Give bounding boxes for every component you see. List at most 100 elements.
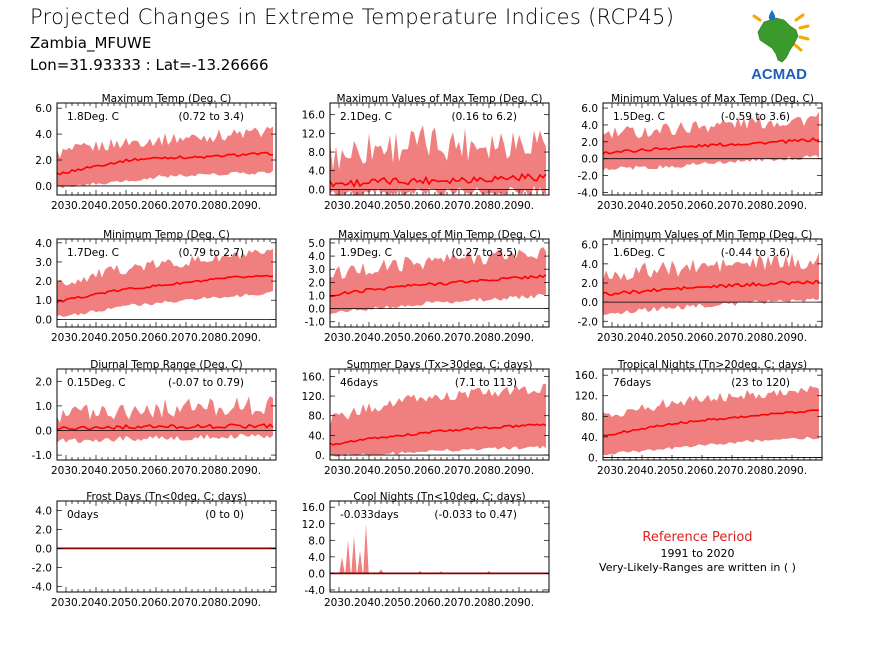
x-tick-label: 2080.: [201, 200, 231, 212]
stat-label: 76days: [613, 377, 651, 389]
range-band: [603, 385, 819, 456]
x-tick-label: 2080.: [474, 200, 504, 212]
chart-panel: 2030. 2040. 2050. 2060. 2070. 2080. 2090. -4.0 -…: [578, 93, 823, 212]
x-tick-label: 2080.: [201, 465, 231, 477]
plot-frame: [329, 238, 550, 328]
y-tick-label: 0.0: [308, 184, 325, 196]
x-tick-label: 2060.: [414, 200, 444, 212]
stat-label: 2.1Deg. C: [340, 111, 392, 123]
chart-title: Summer Days (Tx>30deg. C; days): [347, 359, 533, 371]
chart-panel: 2030. 2040. 2050. 2060. 2070. 2080. 2090. 0. 40.…: [302, 359, 550, 477]
stat-label: 1.6Deg. C: [613, 247, 665, 259]
spike-mark: [357, 550, 363, 574]
plot-frame: [329, 500, 550, 593]
y-tick-label: 6.0: [581, 103, 598, 115]
stat-label: -0.033days: [340, 509, 399, 521]
y-tick-label: 3.0: [308, 264, 325, 276]
y-tick-label: 2.0: [308, 277, 325, 289]
x-tick-label: 2050.: [111, 332, 141, 344]
x-tick-label: 2070.: [717, 465, 747, 477]
x-tick-label: 2030.: [597, 332, 627, 344]
x-tick-label: 2030.: [324, 465, 354, 477]
median-line: [602, 279, 820, 297]
y-tick-label: -1.0: [32, 450, 53, 462]
range-band: [603, 111, 819, 171]
plot-frame: [329, 102, 550, 196]
plot-frame: [56, 500, 277, 593]
chart-title: Tropical Nights (Tn>20deg. C; days): [617, 359, 807, 371]
y-tick-label: -4.0: [305, 585, 326, 597]
x-tick-label: 2060.: [414, 332, 444, 344]
x-tick-label: 2040.: [354, 465, 384, 477]
x-tick-label: 2030.: [51, 200, 81, 212]
range-label: (-0.59 to 3.6): [721, 111, 790, 123]
y-tick-label: 120.: [575, 391, 598, 403]
chart-panel: 2030. 2040. 2050. 2060. 2070. 2080. 2090. -1.00…: [305, 229, 550, 344]
stat-label: 1.5Deg. C: [613, 111, 665, 123]
median-line: [56, 423, 274, 431]
x-tick-label: 2080.: [474, 332, 504, 344]
range-band: [330, 383, 546, 457]
chart-panel: 2030. 2040. 2050. 2060. 2070. 2080. 2090. -4.0 -…: [32, 491, 277, 609]
median-line: [56, 274, 273, 304]
y-tick-label: 1.0: [35, 401, 52, 413]
x-tick-label: 2090.: [231, 597, 261, 609]
reference-legend: Reference Period 1991 to 2020 Very-Likel…: [590, 530, 805, 574]
median-line: [602, 409, 820, 437]
page-title: Projected Changes in Extreme Temperature…: [30, 5, 675, 29]
x-tick-label: 2060.: [687, 332, 717, 344]
chart-panel: 2030. 2040. 2050. 2060. 2070. 2080. 2090. 0.0 2.…: [35, 93, 277, 212]
stat-label: 1.8Deg. C: [67, 111, 119, 123]
x-tick-label: 2060.: [414, 597, 444, 609]
x-tick-label: 2070.: [171, 332, 201, 344]
x-tick-label: 2030.: [324, 597, 354, 609]
x-tick-label: 2080.: [747, 332, 777, 344]
x-tick-label: 2070.: [444, 465, 474, 477]
y-tick-label: 4.0: [308, 552, 325, 564]
reference-period-title: Reference Period: [642, 530, 753, 545]
chart-title: Minimum Temp (Deg. C): [103, 229, 230, 241]
x-tick-label: 2050.: [384, 332, 414, 344]
x-tick-label: 2040.: [627, 465, 657, 477]
y-tick-label: 4.0: [308, 251, 325, 263]
y-tick-label: -2.0: [578, 171, 599, 183]
y-tick-label: 2.0: [35, 524, 52, 536]
x-tick-label: 2040.: [81, 597, 111, 609]
y-tick-label: -2.0: [578, 316, 599, 328]
y-tick-label: 5.0: [308, 238, 325, 250]
chart-panel: 2030. 2040. 2050. 2060. 2070. 2080. 2090. -4.0 0…: [302, 491, 550, 609]
x-tick-label: 2030.: [597, 465, 627, 477]
median-line: [329, 172, 547, 189]
chart-title: Cool Nights (Tn<10deg. C; days): [353, 491, 525, 503]
range-band: [57, 396, 273, 443]
y-tick-label: -2.0: [32, 562, 53, 574]
spike-mark: [345, 540, 351, 574]
y-tick-label: 4.0: [581, 259, 598, 271]
acmad-logo: ACMAD: [738, 8, 820, 84]
y-tick-label: 16.0: [302, 110, 325, 122]
x-tick-label: 2090.: [231, 332, 261, 344]
x-tick-label: 2080.: [747, 200, 777, 212]
y-tick-label: 0.0: [35, 543, 52, 555]
x-tick-label: 2090.: [231, 465, 261, 477]
x-tick-label: 2080.: [201, 332, 231, 344]
x-tick-label: 2070.: [171, 200, 201, 212]
x-tick-label: 2050.: [657, 200, 687, 212]
stat-label: 1.9Deg. C: [340, 247, 392, 259]
plot-frame: [56, 368, 277, 461]
y-tick-label: 4.0: [581, 120, 598, 132]
chart-title: Maximum Values of Max Temp (Deg. C): [337, 93, 543, 105]
spike-mark: [378, 569, 384, 574]
station-coordinates: Lon=31.93333 : Lat=-13.26666: [30, 56, 269, 74]
y-tick-label: 16.0: [302, 502, 325, 514]
x-tick-label: 2030.: [597, 200, 627, 212]
x-tick-label: 2090.: [504, 465, 534, 477]
y-tick-label: 6.0: [35, 103, 52, 115]
y-tick-label: 0.0: [581, 297, 598, 309]
y-tick-label: 2.0: [581, 278, 598, 290]
x-tick-label: 2050.: [384, 465, 414, 477]
y-tick-label: 4.0: [308, 166, 325, 178]
x-tick-label: 2040.: [81, 332, 111, 344]
x-tick-label: 2040.: [354, 332, 384, 344]
